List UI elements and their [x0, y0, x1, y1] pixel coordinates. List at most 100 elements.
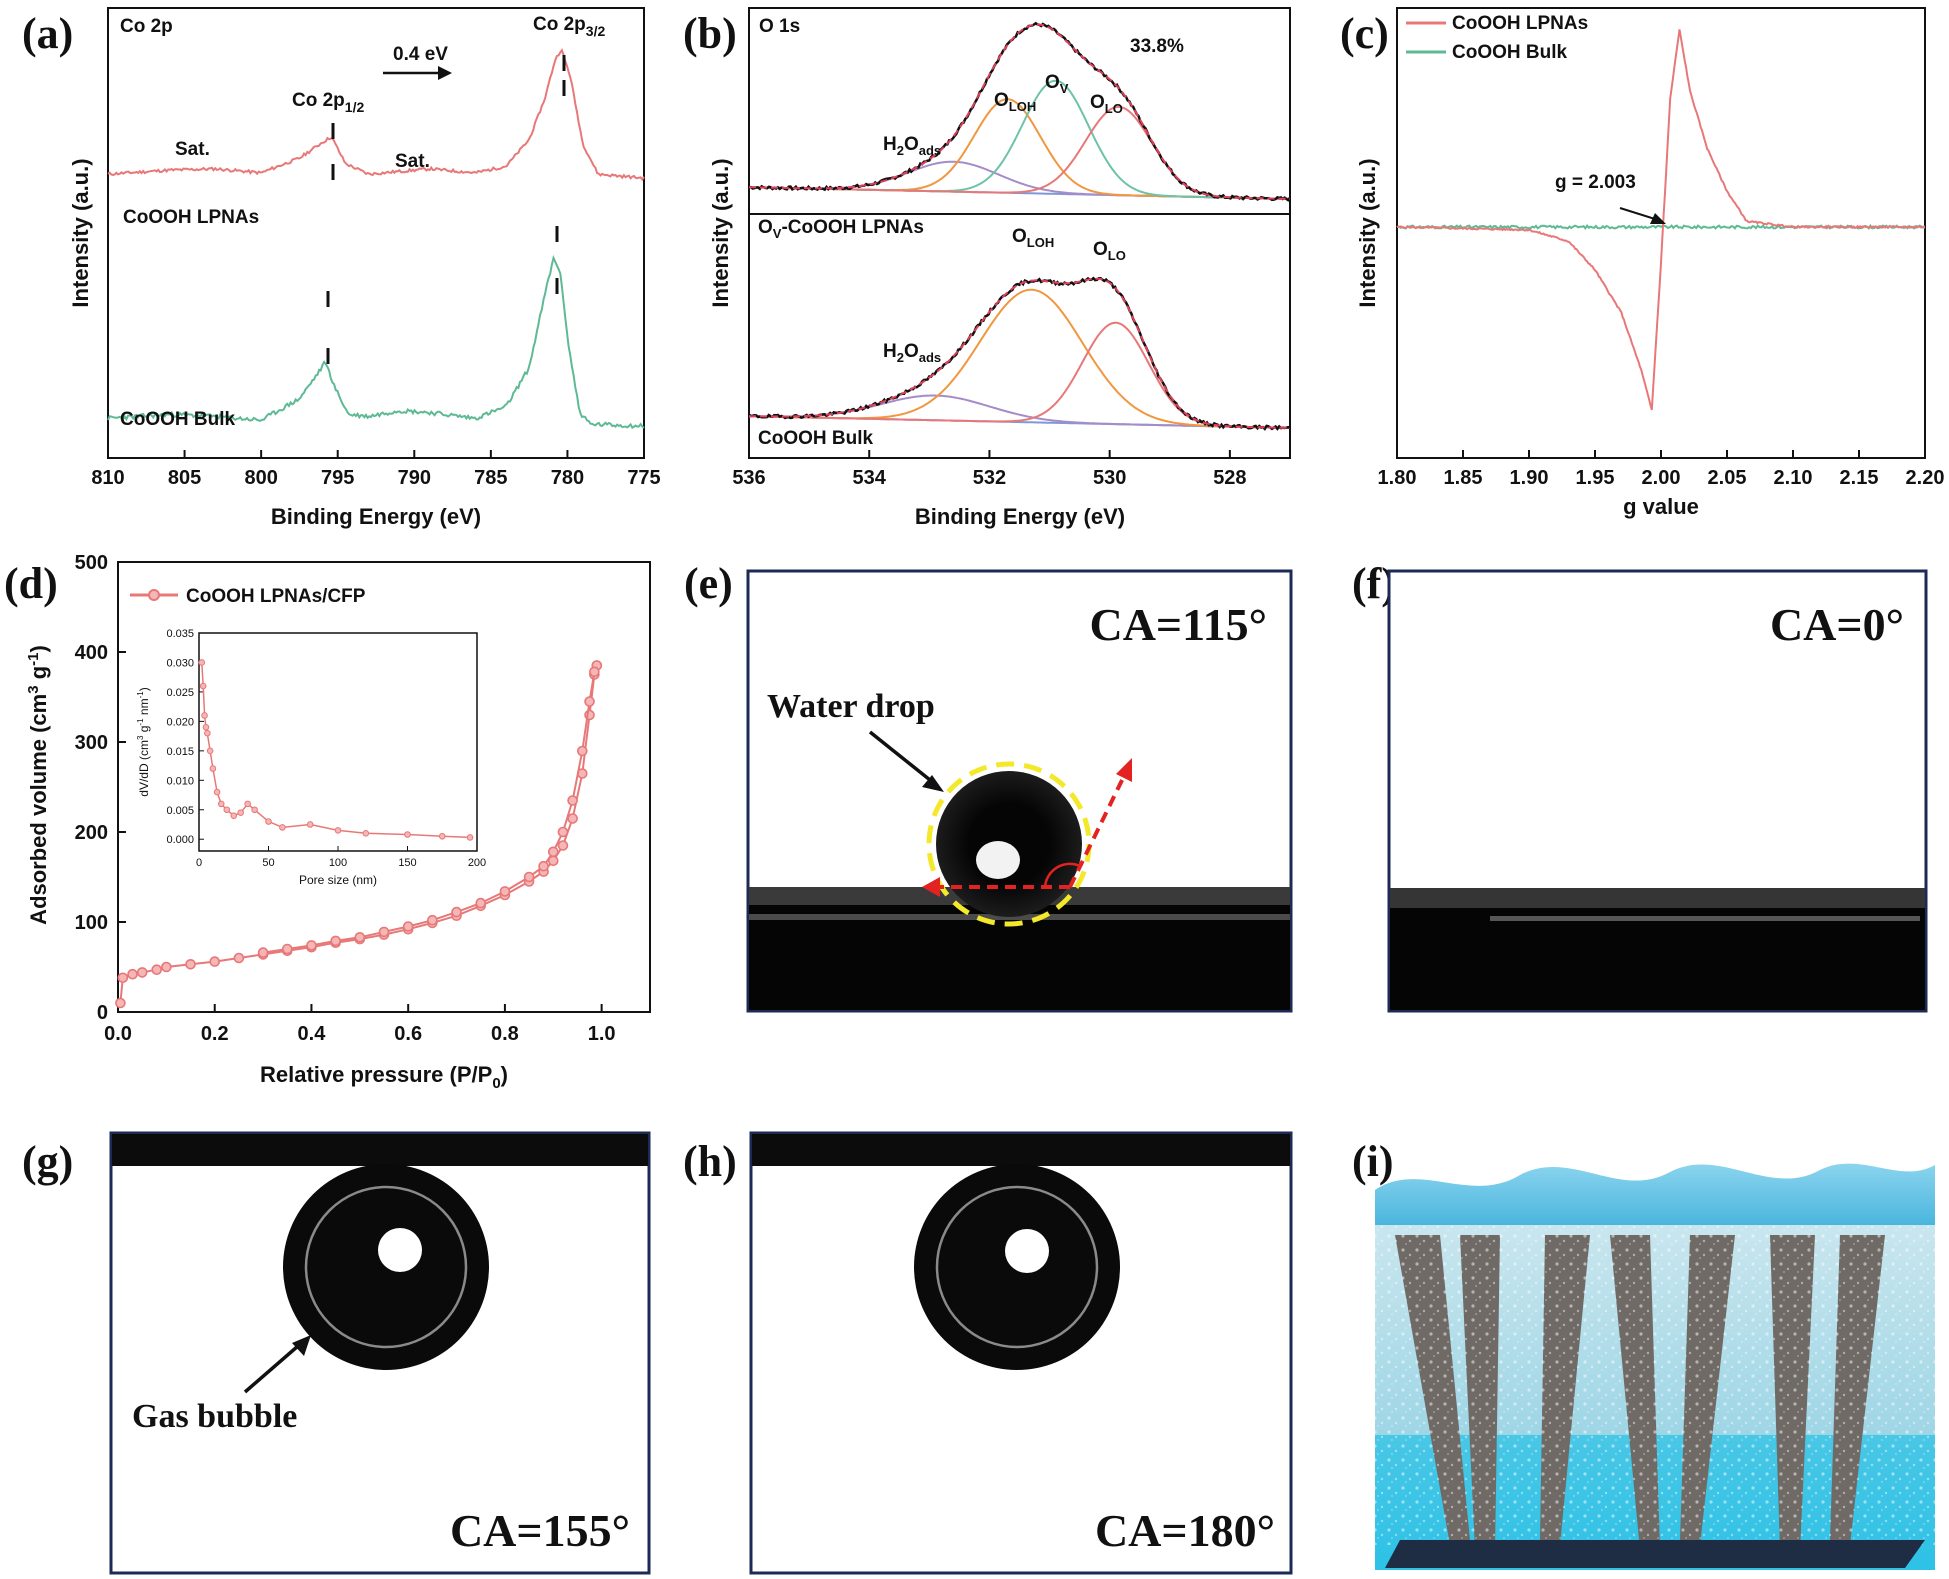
legend-d: CoOOH LPNAs/CFP	[130, 586, 366, 607]
x-axis-b-tick-label: 528	[1213, 467, 1246, 489]
inset-y-tick-label: 0.005	[166, 805, 194, 817]
substrate-h	[752, 1134, 1290, 1166]
contact-angle-label-e: CA=115°	[1089, 599, 1267, 650]
inset-y-tick-label: 0.025	[166, 687, 194, 699]
x-axis-d-tick-label: 0.2	[201, 1023, 229, 1045]
callout-water-drop: Water drop	[767, 688, 935, 725]
inset-data-point	[213, 788, 221, 796]
contact-angle-arrows	[922, 758, 1132, 897]
x-axis-b-tick-label: 534	[853, 467, 887, 489]
data-point-desorption	[576, 745, 588, 757]
substrate-edge-f	[1390, 888, 1925, 908]
x-axis-d-tick-label: 0.8	[491, 1023, 519, 1045]
inset-data-point	[199, 682, 207, 690]
x-axis-title-c: g value	[1623, 494, 1699, 519]
inset-x-tick-label: 100	[329, 857, 347, 869]
annotation-sat-left: Sat.	[175, 139, 210, 160]
y-axis-title-c: Intensity (a.u.)	[1355, 158, 1380, 307]
data-point-adsorption	[233, 952, 245, 964]
series-top-b-peak-OLO	[748, 105, 1290, 200]
x-axis-c-tick-label: 1.90	[1510, 467, 1549, 489]
y-axis-d-tick-label: 300	[75, 732, 108, 754]
substrate-plate	[1385, 1540, 1925, 1568]
bubble-cloud	[1375, 1225, 1935, 1545]
inset-data-point	[279, 824, 286, 831]
inset-y-tick-label: 0.030	[166, 657, 194, 669]
y-axis-d-tick-label: 400	[75, 642, 108, 664]
callout-arrow-e	[868, 730, 944, 792]
panel-letter-c: (c)	[1340, 9, 1389, 58]
shift-arrow	[383, 66, 452, 80]
inset-x-tick-label: 150	[398, 857, 416, 869]
annotation-sat-right: Sat.	[395, 151, 430, 172]
panel-i-schematic-illustration: (i)	[1352, 1137, 1935, 1570]
x-axis-a-tick-label: 775	[627, 467, 660, 489]
data-point-desorption	[257, 947, 269, 958]
inset-data-point	[244, 800, 251, 808]
callout-gas-bubble: Gas bubble	[132, 1398, 297, 1435]
series-group-c	[1396, 29, 1926, 411]
peak-label-h2o-top: H2Oads	[883, 134, 941, 158]
y-axis-title-b: Intensity (a.u.)	[708, 158, 733, 307]
inset-data-point	[204, 729, 211, 737]
data-point-desorption	[427, 914, 438, 926]
panel-letter-i: (i)	[1352, 1137, 1394, 1186]
x-axis-title-b: Binding Energy (eV)	[915, 504, 1125, 529]
x-axis-b: 536 534 532 530 528	[732, 450, 1247, 489]
panel-letter-h: (h)	[683, 1137, 737, 1186]
y-axis-title-d: Adsorbed volume (cm3 g-1)	[25, 645, 51, 925]
data-point-desorption	[567, 795, 578, 806]
data-point-desorption	[354, 931, 366, 943]
peak-label-olo-bottom: OLO	[1093, 239, 1126, 263]
panel-b-xps-o1s: (b) 536 534 532 530 528 O 1s 33.8% H2Oads OL…	[683, 7, 1292, 529]
legend-c: CoOOH LPNAs CoOOH Bulk	[1406, 13, 1588, 63]
x-axis-c-tick-label: 2.05	[1708, 467, 1747, 489]
inset-data-point	[237, 809, 244, 817]
panel-letter-g: (g)	[22, 1137, 73, 1186]
inset-x-title: Pore size (nm)	[299, 873, 377, 887]
inset-data-point	[306, 821, 314, 828]
inset-pore-size: 0 50 100 150 200 0.000 0.005 0.010 0.015 0.020 0.0…	[166, 628, 486, 869]
peak-label-h2o-bottom: H2Oads	[883, 341, 941, 365]
peak-markers-a	[326, 55, 566, 364]
plot-frame-b	[748, 7, 1291, 459]
legend-label-bulk-c: CoOOH Bulk	[1452, 42, 1567, 63]
series-bottom-b-peak-OLOH	[748, 288, 1290, 429]
data-point-desorption	[378, 926, 390, 938]
x-axis-a: 810 805 800 795 790 785 780 775	[91, 450, 661, 489]
data-point-desorption	[557, 826, 569, 838]
contact-angle-label-f: CA=0°	[1770, 599, 1904, 650]
data-point-desorption	[475, 897, 487, 909]
plot-frame-a	[107, 7, 645, 459]
x-axis-title-d: Relative pressure (P/P0)	[260, 1062, 508, 1092]
bubble-ring-h	[935, 1185, 1099, 1349]
data-point-adsorption	[151, 964, 162, 976]
substrate-f	[1390, 888, 1925, 1010]
inset-data-point	[334, 827, 342, 834]
x-axis-a-tick-label: 785	[474, 467, 507, 489]
panel-h-bubble-contact-photo: (h) CA=180°	[683, 1131, 1293, 1575]
annotation-shift: 0.4 eV	[393, 44, 448, 65]
data-point-adsorption	[557, 840, 569, 851]
inset-y-tick-label: 0.015	[166, 746, 194, 758]
plot-frame-d	[117, 561, 651, 1013]
x-axis-title-a: Binding Energy (eV)	[271, 504, 481, 529]
series-line-lpnas-a	[107, 48, 645, 182]
label-lpnas-a: CoOOH LPNAs	[123, 207, 259, 228]
data-point-desorption	[330, 935, 341, 947]
inset-y-title: dV/dD (cm3 g-1 nm-1)	[136, 687, 151, 796]
water-surface	[1375, 1163, 1935, 1225]
x-axis-a-tick-label: 805	[168, 467, 201, 489]
inset-data-point	[404, 831, 411, 838]
legend-marker-d	[148, 589, 160, 601]
data-point-adsorption	[209, 956, 221, 967]
data-point-desorption	[584, 696, 595, 707]
inset-data-point	[206, 747, 214, 755]
data-point-desorption	[451, 906, 462, 918]
x-axis-c-tick-label: 2.15	[1840, 467, 1879, 489]
x-axis-c: 1.80 1.85 1.90 1.95 2.00 2.05 2.10 2.15 2.20	[1378, 450, 1944, 489]
series-group-d	[115, 660, 603, 1009]
peak-label-oloh-top: OLOH	[994, 90, 1036, 114]
